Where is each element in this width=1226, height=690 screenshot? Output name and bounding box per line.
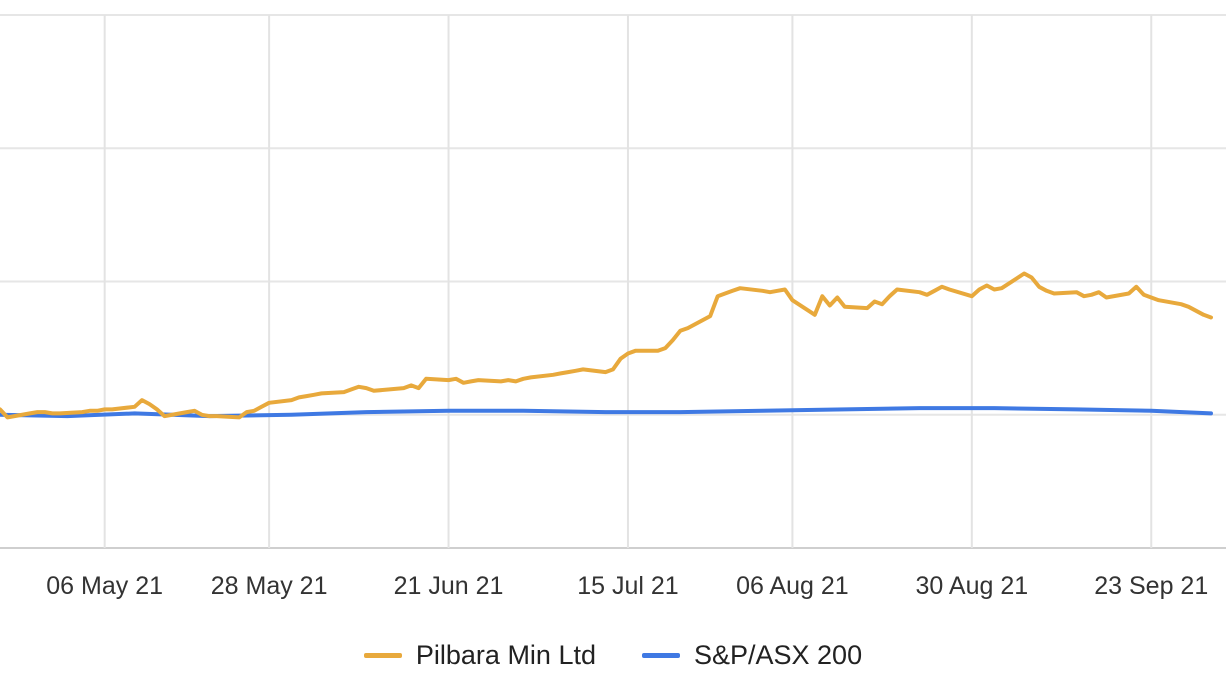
x-tick-label: 06 May 21	[46, 572, 163, 600]
x-tick-label: 28 May 21	[211, 572, 328, 600]
series-line-pilbara	[0, 271, 1213, 420]
legend-label-pilbara: Pilbara Min Ltd	[415, 640, 596, 670]
legend-item-asx200[interactable]: S&P/ASX 200	[641, 640, 863, 671]
legend-label-asx200: S&P/ASX 200	[693, 640, 863, 670]
series-line-asx200	[0, 406, 1213, 419]
legend-item-pilbara[interactable]: Pilbara Min Ltd	[363, 640, 596, 671]
x-tick-label: 23 Sep 21	[1094, 572, 1208, 600]
series-lines	[0, 271, 1213, 420]
legend-swatch-asx200	[641, 653, 680, 658]
x-tick-label: 30 Aug 21	[916, 572, 1029, 600]
legend-swatch-pilbara	[363, 653, 402, 658]
x-tick-label: 21 Jun 21	[394, 572, 504, 600]
legend: Pilbara Min Ltd S&P/ASX 200	[0, 640, 1226, 671]
x-axis-tick-labels: 06 May 21 28 May 21 21 Jun 21 15 Jul 21 06 A…	[46, 572, 1208, 600]
x-tick-label: 06 Aug 21	[736, 572, 849, 600]
line-chart: 06 May 21 28 May 21 21 Jun 21 15 Jul 21 06 A…	[0, 14, 1226, 600]
x-tick-label: 15 Jul 21	[577, 572, 678, 600]
chart-grid	[0, 14, 1226, 549]
